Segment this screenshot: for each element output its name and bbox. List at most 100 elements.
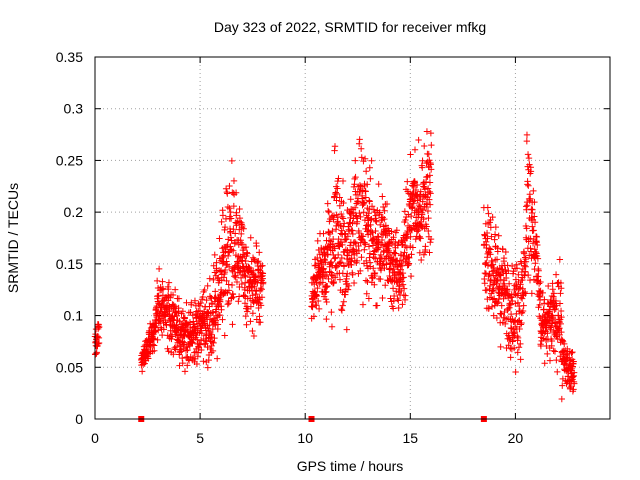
data-point: [329, 227, 336, 235]
data-point: [366, 198, 373, 205]
data-point: [353, 257, 361, 265]
data-point: [155, 292, 162, 300]
data-point: [348, 261, 355, 269]
data-point: [515, 344, 523, 351]
data-point: [328, 258, 335, 266]
data-point: [420, 215, 427, 223]
data-point: [488, 233, 495, 240]
data-point: [240, 225, 247, 232]
data-point: [561, 340, 568, 348]
data-point: [397, 266, 404, 273]
data-point: [352, 157, 359, 164]
data-point: [524, 202, 531, 209]
data-point: [225, 281, 232, 288]
data-point: [377, 275, 384, 283]
data-point: [527, 195, 534, 202]
data-point: [427, 190, 434, 197]
data-point: [426, 157, 433, 164]
data-point: [233, 209, 240, 216]
data-point: [235, 298, 242, 305]
data-point: [396, 257, 404, 264]
data-point: [558, 395, 566, 403]
data-point: [245, 265, 252, 272]
data-point: [155, 327, 162, 334]
data-point: [413, 192, 420, 199]
data-point: [487, 277, 494, 285]
data-point: [368, 157, 375, 164]
data-point: [370, 253, 377, 261]
data-point: [184, 362, 191, 369]
data-point: [365, 210, 372, 217]
data-point: [513, 310, 520, 318]
data-point: [259, 279, 267, 286]
data-point: [191, 297, 199, 304]
data-point: [341, 220, 348, 227]
data-point: [493, 300, 501, 307]
data-point: [187, 323, 194, 331]
data-point: [427, 129, 435, 137]
data-point: [425, 150, 432, 158]
data-point: [523, 225, 530, 232]
data-point: [313, 293, 320, 300]
data-point: [507, 324, 515, 332]
data-point: [329, 235, 337, 243]
data-point: [421, 142, 428, 150]
data-point: [402, 216, 409, 224]
data-point: [230, 226, 237, 233]
data-point: [403, 234, 411, 242]
data-point: [509, 297, 516, 305]
data-point: [517, 340, 524, 348]
data-point: [314, 284, 321, 292]
data-point: [338, 227, 345, 234]
data-point: [238, 280, 246, 288]
grid: [95, 57, 610, 419]
data-point: [363, 290, 370, 297]
data-point: [556, 300, 564, 307]
data-point: [363, 262, 371, 269]
data-point: [313, 302, 320, 309]
data-point: [358, 154, 365, 161]
data-point: [408, 226, 415, 233]
data-point: [349, 271, 356, 278]
data-point: [138, 368, 146, 375]
data-point: [212, 288, 219, 295]
data-point: [494, 248, 501, 255]
data-point: [250, 332, 258, 340]
data-point: [242, 312, 249, 320]
data-point: [417, 188, 424, 195]
data-point: [350, 209, 357, 216]
data-point: [249, 327, 256, 335]
data-point: [417, 235, 424, 242]
data-point: [419, 206, 427, 214]
data-point: [362, 194, 370, 201]
data-point: [502, 266, 509, 274]
data-point: [218, 306, 225, 313]
data-point: [514, 334, 522, 342]
data-point: [230, 247, 237, 254]
data-point: [352, 246, 360, 254]
data-point: [502, 320, 509, 328]
y-tick-label: 0.05: [56, 359, 83, 375]
data-point: [500, 254, 508, 262]
data-point: [336, 202, 344, 209]
data-point: [338, 254, 346, 262]
data-point: [216, 297, 223, 305]
data-point: [368, 203, 376, 210]
data-point: [324, 251, 332, 258]
data-point: [181, 339, 188, 346]
data-point: [344, 270, 351, 277]
data-point: [486, 245, 493, 252]
data-point: [500, 295, 507, 302]
data-point: [515, 271, 522, 278]
data-point: [351, 181, 358, 188]
data-point: [400, 285, 408, 292]
data-point: [363, 257, 370, 265]
data-point: [240, 292, 248, 300]
data-point: [360, 209, 367, 216]
data-point: [179, 359, 186, 367]
data-point: [232, 274, 239, 281]
data-point: [252, 278, 260, 286]
data-point: [517, 356, 524, 363]
data-point: [548, 337, 556, 345]
